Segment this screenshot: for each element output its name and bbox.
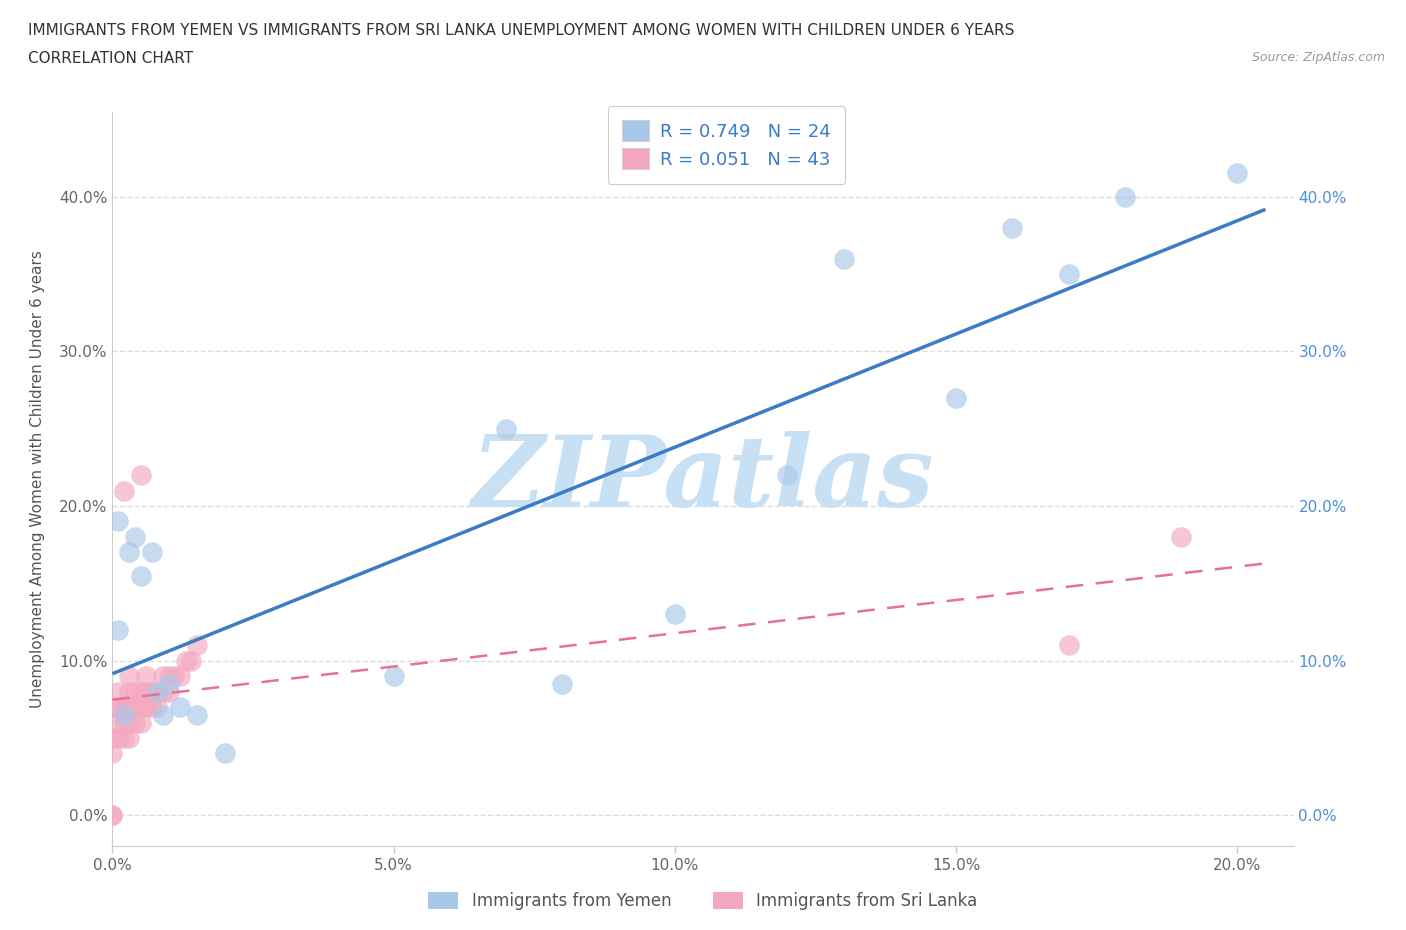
Point: [382, 669, 405, 684]
Point: [107, 699, 129, 714]
Point: [101, 699, 124, 714]
Point: [152, 669, 174, 684]
Point: [169, 669, 191, 684]
Point: [107, 514, 129, 529]
Point: [101, 808, 124, 823]
Point: [152, 708, 174, 723]
Point: [107, 715, 129, 730]
Point: [495, 421, 517, 436]
Point: [124, 699, 146, 714]
Point: [146, 699, 169, 714]
Point: [664, 607, 686, 622]
Point: [101, 731, 124, 746]
Point: [118, 699, 141, 714]
Point: [129, 568, 152, 583]
Point: [152, 684, 174, 699]
Point: [141, 684, 163, 699]
Point: [776, 468, 799, 483]
Point: [157, 684, 180, 699]
Point: [551, 676, 574, 691]
Point: [945, 391, 967, 405]
Point: [163, 669, 186, 684]
Point: [157, 669, 180, 684]
Point: [112, 708, 135, 723]
Point: [157, 676, 180, 691]
Point: [124, 529, 146, 544]
Point: [1057, 267, 1080, 282]
Point: [129, 699, 152, 714]
Point: [1001, 220, 1024, 235]
Point: [112, 483, 135, 498]
Point: [124, 715, 146, 730]
Point: [118, 715, 141, 730]
Point: [112, 699, 135, 714]
Point: [135, 669, 157, 684]
Point: [832, 251, 855, 266]
Point: [129, 715, 152, 730]
Point: [112, 715, 135, 730]
Point: [124, 684, 146, 699]
Point: [186, 638, 208, 653]
Point: [107, 731, 129, 746]
Legend: Immigrants from Yemen, Immigrants from Sri Lanka: Immigrants from Yemen, Immigrants from S…: [422, 885, 984, 917]
Y-axis label: Unemployment Among Women with Children Under 6 years: Unemployment Among Women with Children U…: [31, 250, 45, 708]
Point: [129, 684, 152, 699]
Point: [1226, 166, 1249, 181]
Point: [186, 708, 208, 723]
Point: [141, 545, 163, 560]
Point: [1057, 638, 1080, 653]
Point: [146, 684, 169, 699]
Point: [135, 699, 157, 714]
Legend: R = 0.749   N = 24, R = 0.051   N = 43: R = 0.749 N = 24, R = 0.051 N = 43: [607, 106, 845, 184]
Text: Source: ZipAtlas.com: Source: ZipAtlas.com: [1251, 51, 1385, 64]
Point: [107, 622, 129, 637]
Point: [118, 669, 141, 684]
Point: [180, 653, 202, 668]
Point: [135, 684, 157, 699]
Point: [174, 653, 197, 668]
Point: [118, 545, 141, 560]
Point: [118, 684, 141, 699]
Point: [214, 746, 236, 761]
Text: IMMIGRANTS FROM YEMEN VS IMMIGRANTS FROM SRI LANKA UNEMPLOYMENT AMONG WOMEN WITH: IMMIGRANTS FROM YEMEN VS IMMIGRANTS FROM…: [28, 23, 1015, 38]
Point: [1170, 529, 1192, 544]
Point: [101, 808, 124, 823]
Point: [107, 684, 129, 699]
Point: [129, 468, 152, 483]
Point: [1114, 189, 1136, 204]
Text: ZIPatlas: ZIPatlas: [472, 431, 934, 527]
Point: [118, 731, 141, 746]
Point: [146, 684, 169, 699]
Point: [112, 731, 135, 746]
Point: [141, 699, 163, 714]
Text: CORRELATION CHART: CORRELATION CHART: [28, 51, 193, 66]
Point: [169, 699, 191, 714]
Point: [101, 746, 124, 761]
